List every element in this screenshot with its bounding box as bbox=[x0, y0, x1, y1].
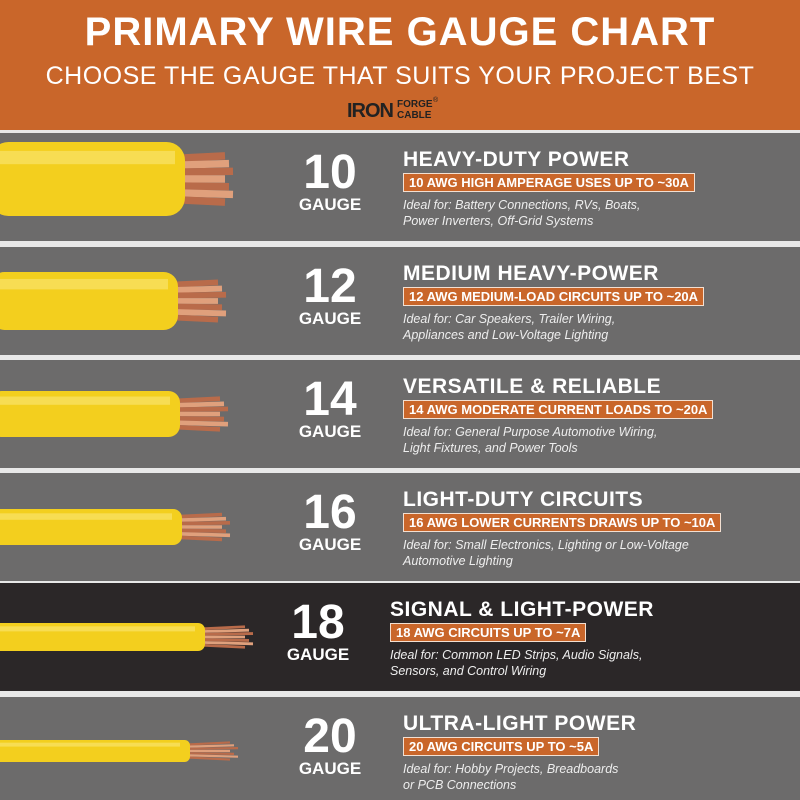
header: PRIMARY WIRE GAUGE CHART CHOOSE THE GAUG… bbox=[0, 0, 800, 130]
ideal-for-line: Ideal for: Car Speakers, Trailer Wiring, bbox=[403, 312, 616, 326]
wire-illustration bbox=[0, 272, 227, 330]
gauge-unit: GAUGE bbox=[298, 195, 362, 214]
wire-highlight bbox=[0, 626, 195, 632]
ideal-for-line: Power Inverters, Off-Grid Systems bbox=[403, 214, 594, 228]
wire-illustration bbox=[0, 509, 231, 545]
gauge-row: 18 GAUGE SIGNAL & LIGHT-POWER 18 AWG CIRCUI… bbox=[0, 583, 800, 691]
ideal-for-line: Ideal for: Battery Connections, RVs, Boa… bbox=[403, 198, 641, 212]
wire-illustration bbox=[0, 142, 234, 216]
row-heading: LIGHT-DUTY CIRCUITS bbox=[403, 488, 644, 511]
ideal-for-line: Ideal for: Small Electronics, Lighting o… bbox=[403, 538, 689, 552]
amperage-tag: 20 AWG CIRCUITS UP TO ~5A bbox=[403, 737, 600, 756]
wire-illustration bbox=[0, 623, 254, 651]
gauge-row: 14 GAUGE VERSATILE & RELIABLE 14 AWG MODERA… bbox=[0, 360, 800, 468]
amperage-tag: 18 AWG CIRCUITS UP TO ~7A bbox=[390, 623, 587, 642]
gauge-unit: GAUGE bbox=[286, 645, 350, 664]
gauge-unit: GAUGE bbox=[298, 535, 362, 554]
ideal-for-line: Automotive Lighting bbox=[403, 554, 513, 568]
logo-mark: ® bbox=[433, 97, 439, 104]
gauge-number: 16 bbox=[303, 486, 357, 539]
wire-highlight bbox=[0, 396, 170, 405]
wire-highlight bbox=[0, 513, 172, 520]
gauge-number: 14 bbox=[303, 373, 357, 426]
row-heading: VERSATILE & RELIABLE bbox=[403, 375, 662, 398]
ideal-for-line: Ideal for: General Purpose Automotive Wi… bbox=[403, 425, 658, 439]
gauge-number: 12 bbox=[303, 260, 357, 313]
row-heading: SIGNAL & LIGHT-POWER bbox=[390, 598, 654, 621]
ideal-for-line: Light Fixtures, and Power Tools bbox=[403, 441, 578, 455]
wire-highlight bbox=[0, 278, 168, 290]
subtitle: CHOOSE THE GAUGE THAT SUITS YOUR PROJECT… bbox=[45, 62, 755, 90]
ideal-for-line: Appliances and Low-Voltage Lighting bbox=[403, 328, 609, 342]
title: PRIMARY WIRE GAUGE CHART bbox=[84, 10, 716, 54]
ideal-for-line: or PCB Connections bbox=[403, 778, 517, 792]
ideal-for-line: Sensors, and Control Wiring bbox=[390, 664, 547, 678]
amperage-tag: 14 AWG MODERATE CURRENT LOADS TO ~20A bbox=[403, 400, 714, 419]
amperage-tag: 12 AWG MEDIUM-LOAD CIRCUITS UP TO ~20A bbox=[403, 287, 705, 306]
gauge-row: 16 GAUGE LIGHT-DUTY CIRCUITS 16 AWG LOWER C… bbox=[0, 473, 800, 581]
gauge-unit: GAUGE bbox=[298, 422, 362, 441]
amperage-tag: 16 AWG LOWER CURRENTS DRAWS UP TO ~10A bbox=[403, 513, 722, 532]
logo-iron: IRON bbox=[347, 100, 394, 122]
wire-illustration bbox=[0, 391, 229, 437]
wire-illustration bbox=[0, 740, 239, 762]
gauge-number: 10 bbox=[303, 146, 357, 199]
gauge-unit: GAUGE bbox=[298, 759, 362, 778]
gauge-number: 20 bbox=[303, 710, 357, 763]
row-heading: ULTRA-LIGHT POWER bbox=[403, 712, 637, 735]
row-heading: HEAVY-DUTY POWER bbox=[403, 148, 630, 171]
logo-cable: CABLE bbox=[397, 110, 432, 121]
gauge-unit: GAUGE bbox=[298, 309, 362, 328]
amperage-tag: 10 AWG HIGH AMPERAGE USES UP TO ~30A bbox=[403, 173, 695, 192]
wire-highlight bbox=[0, 150, 175, 165]
wire-highlight bbox=[0, 742, 180, 747]
ideal-for-line: Ideal for: Common LED Strips, Audio Sign… bbox=[390, 648, 643, 662]
gauge-row: 20 GAUGE ULTRA-LIGHT POWER 20 AWG CIRCUITS … bbox=[0, 697, 800, 800]
logo-forge: FORGE bbox=[397, 99, 433, 110]
gauge-number: 18 bbox=[291, 596, 345, 649]
gauge-row: 10 GAUGE HEAVY-DUTY POWER 10 AWG HIGH AMPER… bbox=[0, 133, 800, 241]
ideal-for-line: Ideal for: Hobby Projects, Breadboards bbox=[403, 762, 619, 776]
row-heading: MEDIUM HEAVY-POWER bbox=[403, 262, 659, 285]
gauge-row: 12 GAUGE MEDIUM HEAVY-POWER 12 AWG MEDIUM-L… bbox=[0, 247, 800, 355]
